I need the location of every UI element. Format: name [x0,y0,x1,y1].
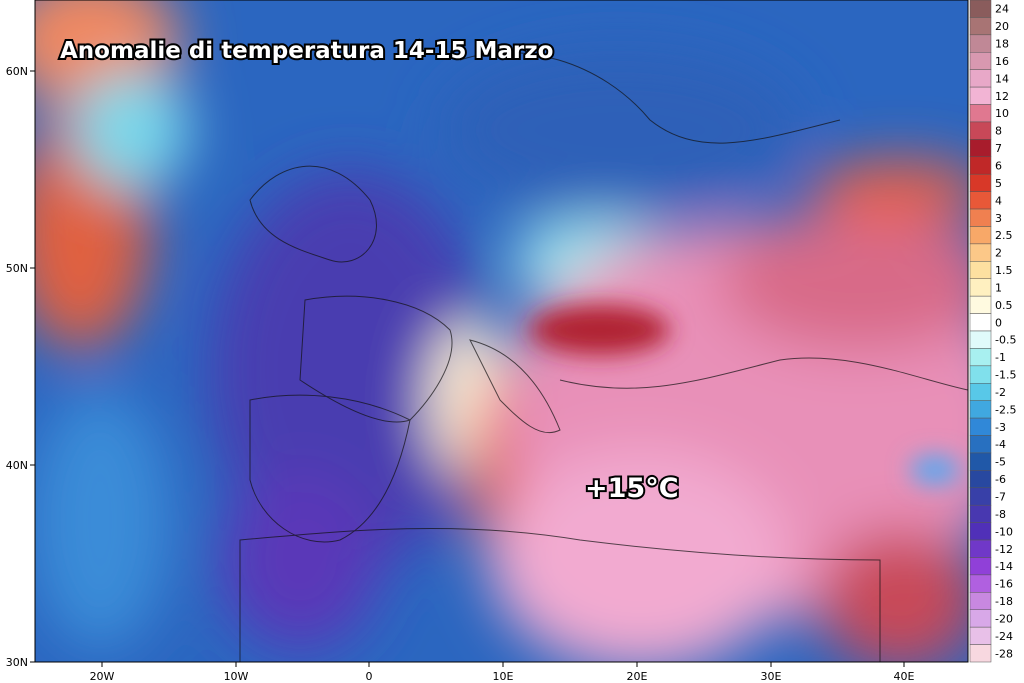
colorbar-label: 0.5 [995,299,1013,312]
map-title: Anomalie di temperatura 14-15 Marzo [60,38,553,64]
colorbar-swatch [969,156,992,175]
map-frame [34,0,969,663]
colorbar-label: 0 [995,316,1002,329]
colorbar-swatch [969,173,992,192]
colorbar-label: -8 [995,508,1006,521]
colorbar-label: 20 [995,20,1009,33]
colorbar-label: -10 [995,525,1013,538]
colorbar-swatch [969,243,992,262]
colorbar-label: 5 [995,177,1002,190]
colorbar-label: 7 [995,142,1002,155]
colorbar-swatch [969,400,992,419]
lon-label: 40E [894,670,915,683]
lon-label: 0 [366,670,373,683]
colorbar-swatch [969,17,992,36]
colorbar-label: 2 [995,247,1002,260]
colorbar-swatch [969,365,992,384]
lon-label: 20E [627,670,648,683]
lat-label: 60N [6,65,28,78]
colorbar-label: -16 [995,578,1013,591]
colorbar-label: -6 [995,473,1006,486]
colorbar-label: -4 [995,438,1006,451]
colorbar-label: -24 [995,630,1013,643]
colorbar-label: -12 [995,543,1013,556]
lon-label: 30E [761,670,782,683]
colorbar-swatch [969,330,992,349]
colorbar-swatch [969,452,992,471]
colorbar-swatch [969,295,992,314]
colorbar-swatch [969,104,992,123]
colorbar-label: 1 [995,281,1002,294]
colorbar-swatch [969,278,992,297]
colorbar-swatch [969,592,992,610]
colorbar-label: 4 [995,194,1002,207]
colorbar-label: -20 [995,612,1013,625]
colorbar-label: -5 [995,456,1006,469]
colorbar-label: -28 [995,647,1013,660]
colorbar-swatch [969,52,992,70]
colorbar-label: -0.5 [995,334,1016,347]
colorbar-swatch [969,261,992,279]
lat-label: 40N [6,459,28,472]
colorbar-swatch [969,313,992,332]
colorbar-swatch [969,208,992,227]
lon-label: 20W [90,670,115,683]
colorbar-swatch [969,470,992,489]
colorbar-swatch [969,69,992,88]
colorbar-swatch [969,139,992,158]
colorbar-label: 16 [995,55,1009,68]
colorbar-label: 18 [995,38,1009,51]
colorbar-swatch [969,86,992,105]
map-field [35,0,968,662]
colorbar-swatch [969,348,992,367]
colorbar-label: 24 [995,3,1009,16]
colorbar-swatch [969,574,992,593]
colorbar-swatch [969,539,992,558]
colorbar-swatch [969,557,992,576]
colorbar-swatch [969,626,992,645]
colorbar-label: -3 [995,421,1006,434]
colorbar-label: 1.5 [995,264,1013,277]
colorbar-swatch [969,435,992,454]
colorbar-label: -1.5 [995,369,1016,382]
colorbar-label: -7 [995,491,1006,504]
lon-label: 10E [493,670,514,683]
colorbar-label: -14 [995,560,1013,573]
colorbar-swatch [969,383,992,401]
colorbar-swatch [969,522,992,541]
colorbar-swatch [969,226,992,245]
lat-label: 30N [6,656,28,669]
annotation: +15°C [585,473,679,504]
lat-label: 50N [6,262,28,275]
colorbar-swatch [969,0,992,18]
colorbar-swatch [969,34,992,53]
colorbar-label: 12 [995,90,1009,103]
colorbar-label: 6 [995,160,1002,173]
colorbar-label: -18 [995,595,1013,608]
colorbar-swatch [969,644,992,663]
colorbar-label: -1 [995,351,1006,364]
colorbar-label: 3 [995,212,1002,225]
colorbar-label: 8 [995,125,1002,138]
colorbar-swatch [969,504,992,523]
colorbar-swatch [969,121,992,140]
colorbar-swatch [969,417,992,436]
colorbar-label: -2 [995,386,1006,399]
colorbar-label: -2.5 [995,403,1016,416]
colorbar-swatch [969,609,992,628]
colorbar-swatch [969,191,992,210]
colorbar-swatch [969,487,992,506]
colorbar-label: 2.5 [995,229,1013,242]
coastlines [239,52,968,662]
colorbar-label: 14 [995,72,1009,85]
colorbar-label: 10 [995,107,1009,120]
lon-label: 10W [224,670,249,683]
